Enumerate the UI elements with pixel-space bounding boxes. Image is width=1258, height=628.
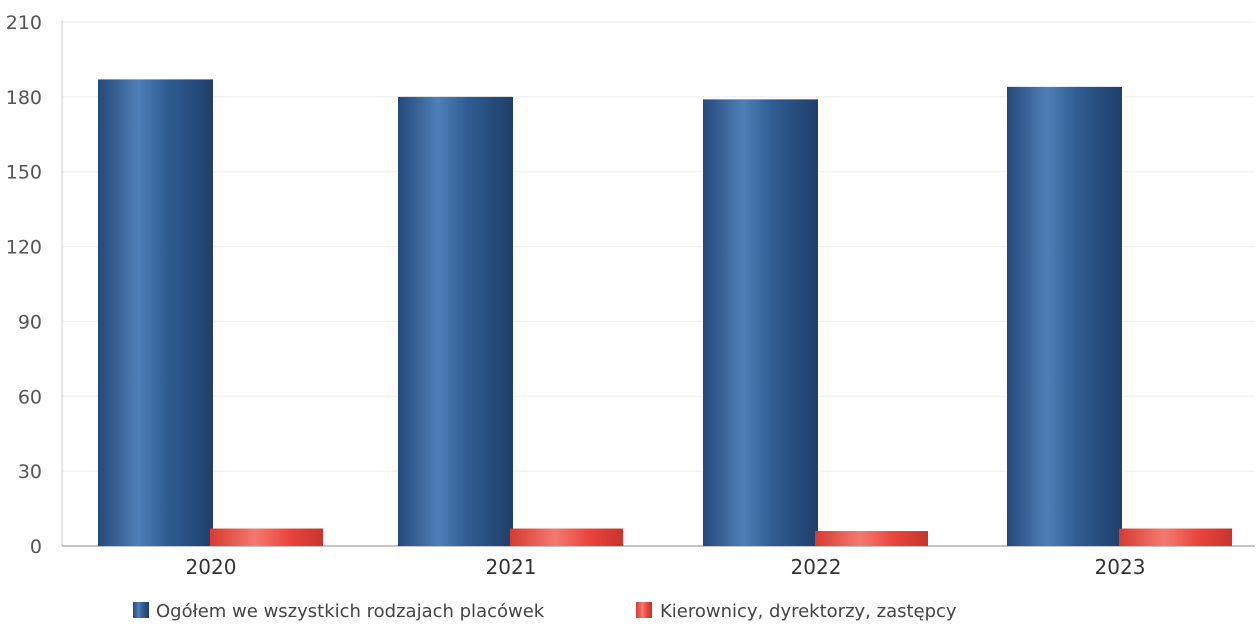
y-tick-label: 60 <box>18 386 42 408</box>
legend-label-series-2: Kierownicy, dyrektorzy, zastępcy <box>660 601 957 622</box>
y-tick-label: 90 <box>18 311 42 333</box>
bar-total-2021 <box>398 96 513 546</box>
bar-total-2020 <box>98 79 213 546</box>
y-tick-label: 30 <box>18 461 42 483</box>
bar-managers-2020 <box>210 528 323 546</box>
legend: Ogółem we wszystkich rodzajach placówek … <box>133 601 957 622</box>
bars <box>98 79 1232 546</box>
y-tick-label: 180 <box>6 87 42 109</box>
bar-managers-2022 <box>815 531 928 546</box>
y-tick-label: 120 <box>6 237 42 259</box>
y-axis-ticks: 0 30 60 90 120 150 180 210 <box>6 12 42 558</box>
legend-label-series-1: Ogółem we wszystkich rodzajach placówek <box>156 601 545 622</box>
legend-swatch-series-1 <box>133 602 149 618</box>
bar-total-2023 <box>1007 86 1122 546</box>
bar-managers-2021 <box>510 528 623 546</box>
bar-total-2022 <box>703 99 818 546</box>
x-category-label: 2022 <box>791 555 842 579</box>
grid-lines <box>62 21 1255 472</box>
y-tick-label: 210 <box>6 12 42 34</box>
x-category-label: 2021 <box>486 555 537 579</box>
legend-swatch-series-2 <box>636 602 652 618</box>
y-tick-label: 0 <box>30 536 42 558</box>
y-tick-label: 150 <box>6 162 42 184</box>
x-category-label: 2023 <box>1095 555 1146 579</box>
bar-managers-2023 <box>1119 528 1232 546</box>
x-axis-categories: 2020 2021 2022 2023 <box>186 555 1146 579</box>
x-category-label: 2020 <box>186 555 237 579</box>
